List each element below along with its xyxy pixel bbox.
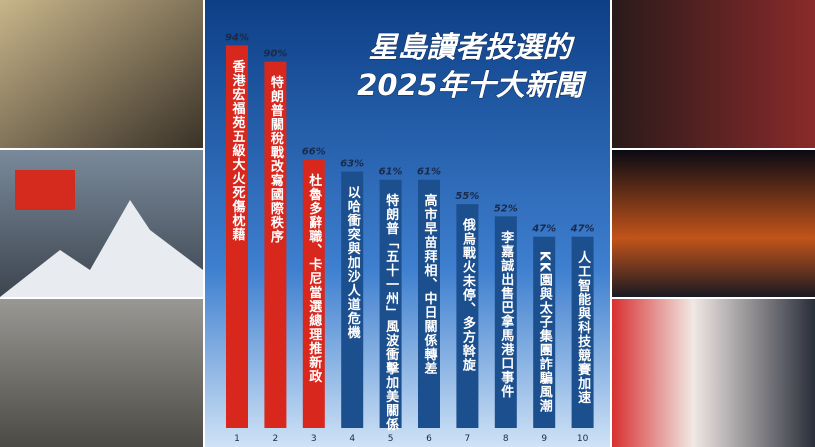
value-label: 63% [340, 159, 364, 170]
rank-label: 7 [465, 434, 471, 444]
value-label: 66% [302, 146, 326, 157]
value-label: 90% [263, 49, 287, 60]
title: 2025年十大新聞 [357, 68, 587, 102]
value-label: 61% [417, 167, 441, 178]
rank-label: 5 [388, 434, 394, 444]
bar-chart: 94% 香港宏福苑五級大火死傷枕藉 1 90% 特朗普關稅戰改寫國際秩序 2 66% 杜魯多辭… [225, 32, 595, 444]
value-label: 94% [225, 32, 249, 43]
rank-label: 8 [503, 434, 509, 444]
rank-label: 2 [273, 434, 279, 444]
bar-label: 高市早苗拜相、中日關係轉差 [422, 193, 438, 376]
rank-label: 1 [234, 434, 240, 444]
photo [612, 0, 815, 148]
bar-label: 俄烏戰火未停、多方斡旋 [460, 218, 477, 373]
photo [612, 299, 815, 447]
value-label: 55% [455, 191, 479, 202]
bar [571, 236, 594, 428]
bar-label: KK園與太子集團詐騙風潮 [537, 251, 554, 414]
bar [533, 236, 556, 428]
value-label: 47% [570, 224, 595, 235]
bar [302, 159, 325, 428]
rank-label: 4 [349, 434, 355, 444]
rank-label: 10 [577, 434, 589, 444]
value-label: 52% [494, 203, 518, 214]
bar [226, 45, 248, 429]
photo [612, 150, 815, 297]
photo-flag [15, 170, 75, 210]
bar [456, 204, 479, 428]
value-label: 61% [379, 167, 403, 178]
bar-label: 李嘉誠出售巴拿馬港口事件 [498, 230, 515, 399]
photo [0, 0, 203, 148]
rank-label: 3 [311, 434, 317, 444]
photo [0, 299, 203, 447]
bar [341, 171, 364, 428]
bar [418, 179, 440, 428]
value-label: 47% [531, 224, 556, 235]
bar-label: 香港宏福苑五級大火死傷枕藉 [230, 59, 247, 242]
bar [379, 179, 402, 428]
bar-label: 特朗普「五十一州」風波衝擊加美關係 [383, 193, 400, 432]
rank-label: 9 [541, 434, 547, 444]
photo-mountain [0, 200, 203, 297]
bar [264, 61, 287, 428]
bar-label: 以哈衝突與加沙人道危機 [345, 186, 362, 340]
bar-label: 人工智能與科技競賽加速 [575, 250, 592, 405]
title: 星島讀者投選的 [368, 30, 575, 64]
bar-label: 特朗普關稅戰改寫國際秩序 [268, 75, 284, 244]
rank-label: 6 [426, 434, 432, 444]
bar-label: 杜魯多辭職、卡尼當選總理推新政 [306, 173, 323, 384]
bar [494, 216, 517, 428]
